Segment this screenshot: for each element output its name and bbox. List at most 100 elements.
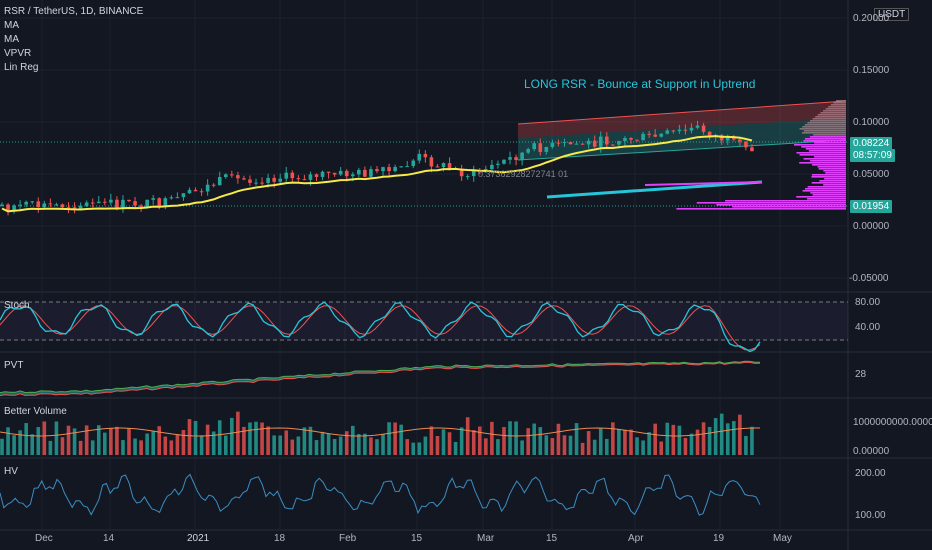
candle-body	[387, 167, 391, 172]
candle-body	[157, 198, 162, 207]
candle-body	[707, 131, 712, 137]
candle-body	[338, 170, 343, 175]
volume-profile-bar	[807, 198, 846, 200]
hv-tick: 100.00	[855, 510, 886, 521]
candle-body	[54, 204, 59, 206]
volume-profile-bar	[802, 126, 846, 128]
candle-body	[242, 178, 246, 180]
candle-body	[72, 207, 77, 209]
volume-bar	[465, 417, 470, 455]
volume-profile-bar	[823, 170, 846, 172]
volume-bar	[520, 440, 524, 455]
volume-bar	[641, 440, 645, 455]
candle-body	[254, 182, 258, 184]
candle-body	[671, 130, 676, 132]
volume-bar	[24, 423, 28, 455]
volume-bar	[260, 422, 264, 455]
volume-bar	[375, 439, 379, 455]
x-tick: Feb	[339, 533, 357, 544]
x-tick: 18	[274, 533, 286, 544]
volume-bar	[199, 435, 204, 455]
candle-body	[350, 174, 355, 177]
volume-bar	[707, 426, 712, 455]
hv-pane	[0, 473, 761, 516]
volume-bar	[435, 436, 440, 455]
volume-profile-bar	[804, 138, 846, 140]
candle-body	[617, 141, 621, 145]
candle-body	[248, 179, 252, 183]
candle-body	[393, 167, 397, 172]
candle-body	[139, 205, 143, 207]
volume-tick: 1000000000.00000	[853, 417, 932, 428]
volume-ma-line	[0, 427, 760, 437]
candle-body	[441, 163, 446, 168]
candle-body	[78, 205, 83, 209]
price-pane	[0, 100, 848, 216]
candle-body	[151, 198, 155, 200]
volume-bar	[127, 428, 131, 455]
candle-body	[623, 138, 627, 142]
x-tick: 2021	[187, 533, 210, 544]
candle-body	[42, 203, 47, 208]
candle-body	[193, 189, 198, 192]
volume-bar	[60, 437, 65, 455]
indicator-vpvr[interactable]: VPVR	[4, 48, 32, 59]
volume-bar	[683, 437, 688, 455]
stoch-pane-title[interactable]: Stoch	[4, 300, 30, 311]
candle-body	[272, 177, 276, 182]
volume-profile-bar	[825, 108, 846, 110]
candle-body	[459, 168, 464, 177]
candle-body	[66, 207, 71, 209]
x-tick: 14	[103, 533, 115, 544]
candle-body	[163, 198, 168, 207]
candle-body	[647, 133, 651, 135]
volume-profile-bar	[804, 188, 846, 190]
volume-pane-title[interactable]: Better Volume	[4, 406, 67, 417]
indicator-lin-reg[interactable]: Lin Reg	[4, 62, 39, 73]
volume-bar	[90, 440, 95, 455]
indicator-ma-2[interactable]: MA	[4, 34, 19, 45]
volume-profile-bar	[819, 180, 846, 182]
volume-bar	[484, 438, 488, 455]
candle-body	[332, 172, 337, 175]
candle-body	[375, 169, 379, 172]
volume-bar	[502, 427, 506, 455]
candle-body	[471, 170, 476, 177]
volume-profile-bar	[799, 162, 846, 164]
currency-badge[interactable]: USDT	[874, 8, 910, 21]
volume-bar	[363, 433, 367, 455]
volume-bar	[659, 441, 664, 455]
volume-bar	[314, 440, 319, 455]
candle-body	[508, 157, 512, 160]
candle-body	[629, 138, 633, 140]
candle-body	[502, 159, 506, 164]
volume-profile-bar	[811, 176, 846, 178]
volume-bar	[653, 423, 657, 455]
candle-body	[586, 140, 591, 145]
symbol-title: RSR / TetherUS, 1D, BINANCE	[4, 6, 144, 17]
candle-body	[411, 160, 416, 167]
pvt-line	[0, 360, 760, 394]
y-tick: 0.15000	[853, 65, 890, 76]
y-tick: 0.05000	[853, 169, 890, 180]
poc-line	[644, 181, 763, 186]
indicator-ma-1[interactable]: MA	[4, 20, 19, 31]
volume-profile-bar	[796, 152, 846, 154]
x-tick: 15	[411, 533, 423, 544]
volume-profile-bar	[808, 150, 846, 152]
pvt-pane-title[interactable]: PVT	[4, 360, 24, 371]
candle-body	[199, 191, 204, 193]
volume-profile-bar	[815, 116, 846, 118]
volume-profile-bar	[804, 124, 846, 126]
volume-bar	[217, 420, 222, 455]
volume-bar	[387, 422, 391, 455]
candle-body	[659, 133, 664, 137]
volume-bar	[744, 435, 748, 455]
candle-body	[683, 129, 688, 131]
volume-bar	[254, 421, 258, 455]
volume-bar	[556, 423, 561, 455]
hv-pane-title[interactable]: HV	[4, 466, 18, 477]
volume-profile-bar	[811, 182, 846, 184]
x-tick: May	[773, 533, 792, 544]
